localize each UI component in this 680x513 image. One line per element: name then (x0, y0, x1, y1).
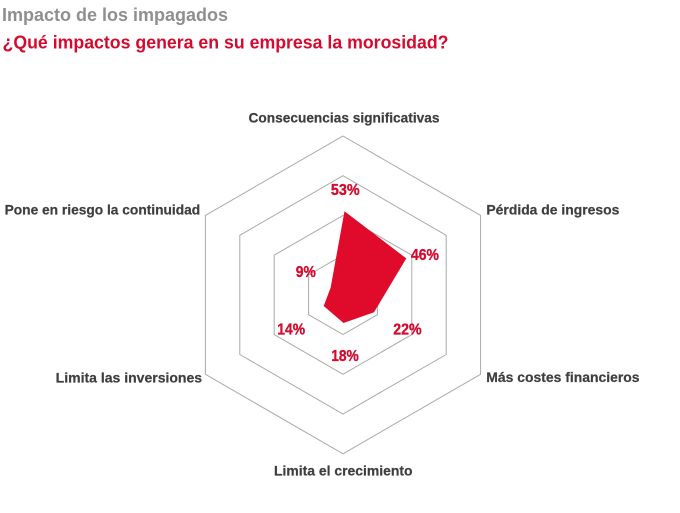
svg-text:Impacto de los impagados: Impacto de los impagados (2, 5, 228, 25)
svg-text:Consecuencias significativas: Consecuencias significativas (249, 109, 440, 125)
svg-text:Más costes financieros: Más costes financieros (486, 369, 639, 385)
svg-text:Limita el crecimiento: Limita el crecimiento (274, 463, 413, 479)
svg-text:¿Qué impactos genera en su emp: ¿Qué impactos genera en su empresa la mo… (3, 33, 449, 53)
svg-text:14%: 14% (277, 321, 305, 338)
svg-text:46%: 46% (411, 247, 439, 264)
svg-text:Pérdida de ingresos: Pérdida de ingresos (486, 202, 619, 218)
svg-text:53%: 53% (331, 182, 360, 199)
svg-text:Pone en riesgo la continuidad: Pone en riesgo la continuidad (5, 202, 201, 218)
svg-text:Limita las inversiones: Limita las inversiones (56, 369, 203, 385)
svg-text:18%: 18% (331, 348, 359, 365)
svg-text:9%: 9% (296, 264, 316, 281)
svg-text:22%: 22% (393, 322, 421, 339)
